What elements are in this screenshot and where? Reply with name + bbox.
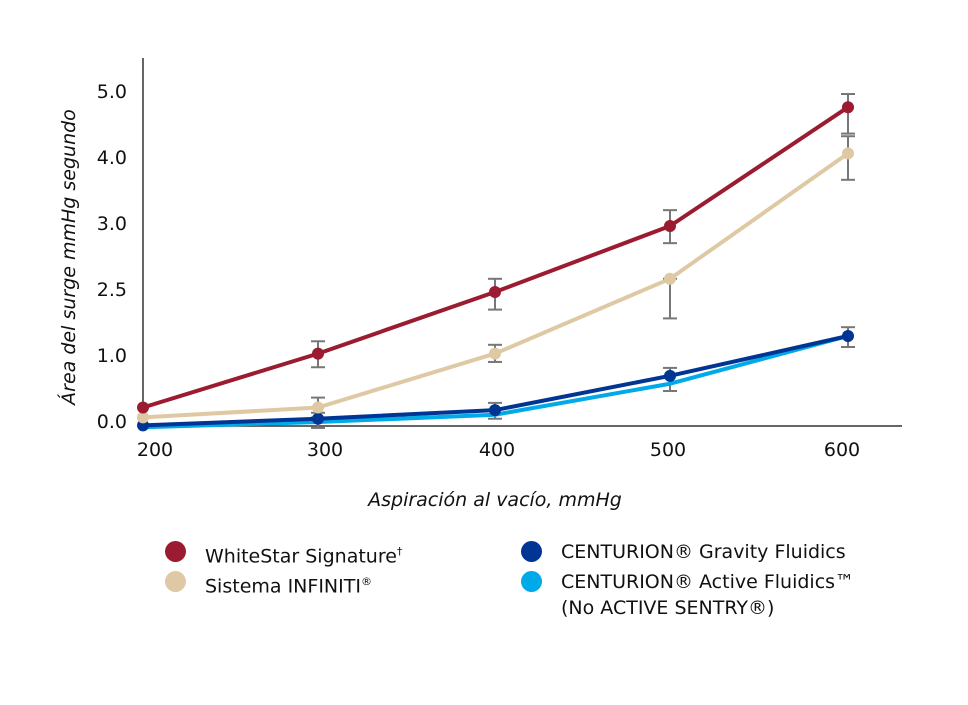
series-2 <box>137 330 854 432</box>
series-0 <box>137 101 854 414</box>
y-tick-label: 4.0 <box>97 147 127 169</box>
data-point <box>489 347 501 360</box>
axes <box>142 58 902 427</box>
x-tick-label: 600 <box>824 439 860 461</box>
series-1 <box>137 147 854 424</box>
y-axis-label: Área del surge mmHg segundo <box>57 109 80 407</box>
legend-label: CENTURION® Gravity Fluidics <box>561 541 846 563</box>
x-tick-label: 200 <box>137 439 173 461</box>
data-point <box>842 330 854 342</box>
data-point <box>664 272 676 285</box>
data-point <box>312 401 324 414</box>
legend-superscript: ® <box>360 575 372 588</box>
data-point <box>137 401 149 414</box>
x-tick-label: 300 <box>307 439 343 461</box>
legend-marker <box>165 541 186 562</box>
legend-superscript: † <box>396 545 403 558</box>
x-tick-label: 500 <box>650 439 686 461</box>
y-tick-label: 2.5 <box>97 279 127 301</box>
legend-sublabel: (No ACTIVE SENTRY®) <box>561 597 775 619</box>
data-point <box>664 369 676 382</box>
data-point <box>842 101 854 114</box>
legend-marker <box>521 541 542 562</box>
error-bar <box>841 93 855 135</box>
data-point <box>489 404 501 417</box>
legend-label: CENTURION® Active Fluidics™ <box>561 571 855 593</box>
legend-label: Sistema INFINITI <box>205 575 361 598</box>
legend-marker <box>165 571 186 592</box>
data-point <box>489 286 501 298</box>
legend-label: WhiteStar Signature <box>205 545 397 568</box>
data-point <box>842 147 854 160</box>
y-tick-label: 5.0 <box>97 81 127 103</box>
data-point <box>137 411 149 424</box>
y-tick-label: 1.0 <box>97 345 127 367</box>
data-point <box>664 220 676 232</box>
data-point <box>312 412 324 425</box>
x-tick-label: 400 <box>479 439 515 461</box>
x-axis-label: Aspiración al vacío, mmHg <box>366 489 622 511</box>
y-tick-label: 3.0 <box>97 213 127 235</box>
legend-marker <box>521 571 542 592</box>
data-point <box>312 347 324 360</box>
y-tick-label: 0.0 <box>97 411 127 433</box>
